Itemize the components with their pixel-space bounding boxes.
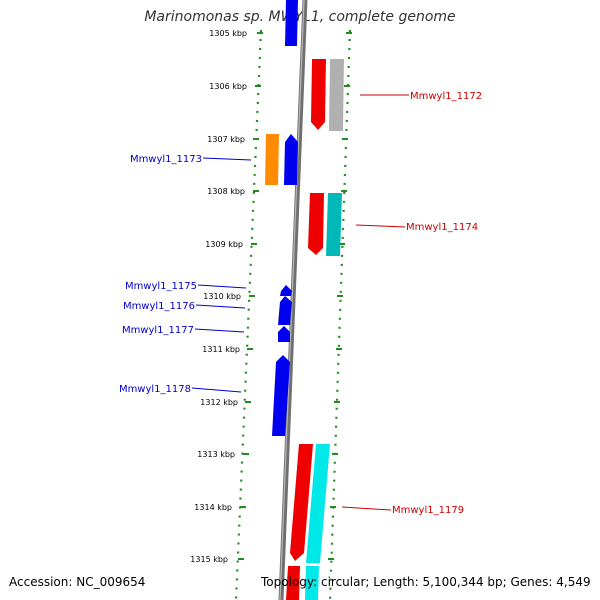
label-mmwyl1-1174: Mmwyl1_1174 [406, 222, 478, 233]
leader-mmwyl1-1174 [355, 224, 406, 228]
tick-group: 1305 kbp 1306 kbp 1307 kbp 1308 kbp 1309… [190, 29, 352, 564]
tick-label-1309: 1309 kbp [205, 240, 243, 249]
accession-text: Accession: NC_009654 [9, 575, 146, 589]
gene-red-bottom [286, 566, 300, 600]
label-mmwyl1-1178: Mmwyl1_1178 [119, 384, 191, 395]
gene-mmwyl1-1174-teal [326, 193, 342, 256]
leader-mmwyl1-1173 [202, 157, 252, 161]
diagram-title: Marinomonas sp. MWYL1, complete genome [144, 9, 456, 25]
gene-mmwyl1-1175 [280, 285, 292, 296]
gene-cyan-bottom [305, 566, 319, 600]
leader-mmwyl1-1177 [194, 328, 245, 333]
gene-blue-top [285, 0, 298, 46]
tick-label-1311: 1311 kbp [202, 345, 240, 354]
gene-mmwyl1-1174 [308, 193, 324, 255]
gene-mmwyl1-1179 [290, 444, 313, 561]
tick-label-1305: 1305 kbp [209, 29, 247, 38]
tick-label-1307: 1307 kbp [207, 135, 245, 144]
leader-mmwyl1-1179 [341, 506, 392, 511]
tick-label-1313: 1313 kbp [197, 450, 235, 459]
gene-mmwyl1-1179-cyan [306, 444, 330, 563]
tick-label-1314: 1314 kbp [194, 503, 232, 512]
tick-label-1312: 1312 kbp [200, 398, 238, 407]
genome-backbone-highlight [279, 0, 305, 600]
gene-mmwyl1-1176 [278, 296, 292, 325]
tick-label-1306: 1306 kbp [209, 82, 247, 91]
genome-summary-text: Topology: circular; Length: 5,100,344 bp… [261, 575, 591, 589]
gene-mmwyl1-1172-gray [329, 59, 344, 131]
leader-mmwyl1-1178 [191, 387, 242, 393]
gene-mmwyl1-1173-arrow [284, 134, 298, 185]
tick-label-1310: 1310 kbp [203, 292, 241, 301]
label-mmwyl1-1172: Mmwyl1_1172 [410, 91, 482, 102]
leader-mmwyl1-1175 [197, 284, 247, 289]
gene-mmwyl1-1172 [311, 59, 326, 130]
tick-label-1308: 1308 kbp [207, 187, 245, 196]
label-mmwyl1-1175: Mmwyl1_1175 [125, 281, 197, 292]
label-mmwyl1-1179: Mmwyl1_1179 [392, 505, 464, 516]
gene-mmwyl1-1178 [272, 355, 290, 436]
leader-mmwyl1-1176 [195, 304, 246, 309]
left-dotted-line [234, 29, 263, 600]
label-mmwyl1-1173: Mmwyl1_1173 [130, 154, 202, 165]
gene-mmwyl1-1173-orange [265, 134, 279, 185]
tick-label-1315: 1315 kbp [190, 555, 228, 564]
genome-backbone [278, 0, 308, 600]
label-mmwyl1-1177: Mmwyl1_1177 [122, 325, 194, 336]
label-mmwyl1-1176: Mmwyl1_1176 [123, 301, 195, 312]
gene-mmwyl1-1177 [278, 326, 290, 342]
